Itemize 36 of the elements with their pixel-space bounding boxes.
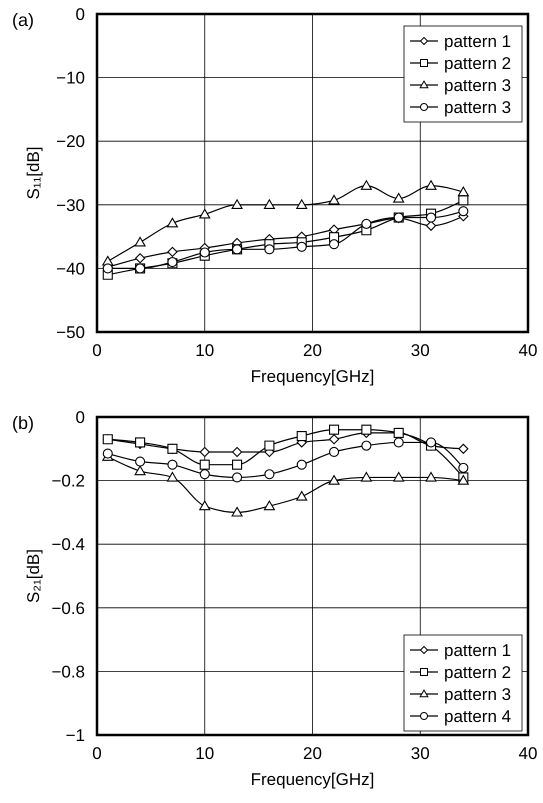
x-tick-label: 40 (518, 341, 538, 360)
y-tick-label: 0 (76, 5, 85, 24)
legend-label: pattern 4 (444, 707, 512, 726)
y-tick-label: 0 (76, 408, 85, 427)
legend-label: pattern 3 (444, 76, 512, 95)
legend-label: pattern 1 (444, 32, 512, 51)
legend-label: pattern 2 (444, 663, 512, 682)
legend-label: pattern 3 (444, 98, 512, 117)
y-tick-label: −0.8 (51, 662, 85, 682)
x-tick-label: 30 (410, 744, 430, 763)
y-tick-label: −30 (56, 196, 85, 215)
chart-title: (a) (12, 10, 34, 30)
y-axis-title: S₁₁[dB] (24, 146, 43, 200)
x-tick-label: 30 (410, 341, 430, 360)
y-tick-label: −0.2 (51, 472, 85, 491)
y-tick-label: −1 (66, 726, 85, 745)
y-axis-title: S₂₁[dB] (24, 549, 43, 603)
x-tick-label: 20 (303, 341, 322, 360)
legend-label: pattern 1 (444, 641, 512, 660)
y-tick-label: −10 (56, 68, 85, 88)
x-tick-label: 0 (92, 744, 102, 763)
y-tick-label: −50 (56, 323, 85, 342)
legend-label: pattern 3 (444, 685, 512, 704)
x-tick-label: 0 (92, 341, 102, 360)
x-tick-label: 20 (303, 744, 322, 763)
x-tick-label: 40 (518, 744, 538, 763)
chart-title: (b) (12, 413, 34, 433)
x-axis-title: Frequency[GHz] (250, 770, 374, 789)
x-axis-title: Frequency[GHz] (250, 367, 374, 386)
y-tick-label: −20 (56, 132, 85, 152)
legend-label: pattern 2 (444, 54, 512, 73)
y-tick-label: −0.4 (51, 535, 85, 554)
y-tick-label: −40 (56, 259, 85, 278)
x-tick-label: 10 (195, 341, 214, 360)
x-tick-label: 10 (195, 744, 214, 763)
y-tick-label: −0.6 (51, 598, 85, 618)
